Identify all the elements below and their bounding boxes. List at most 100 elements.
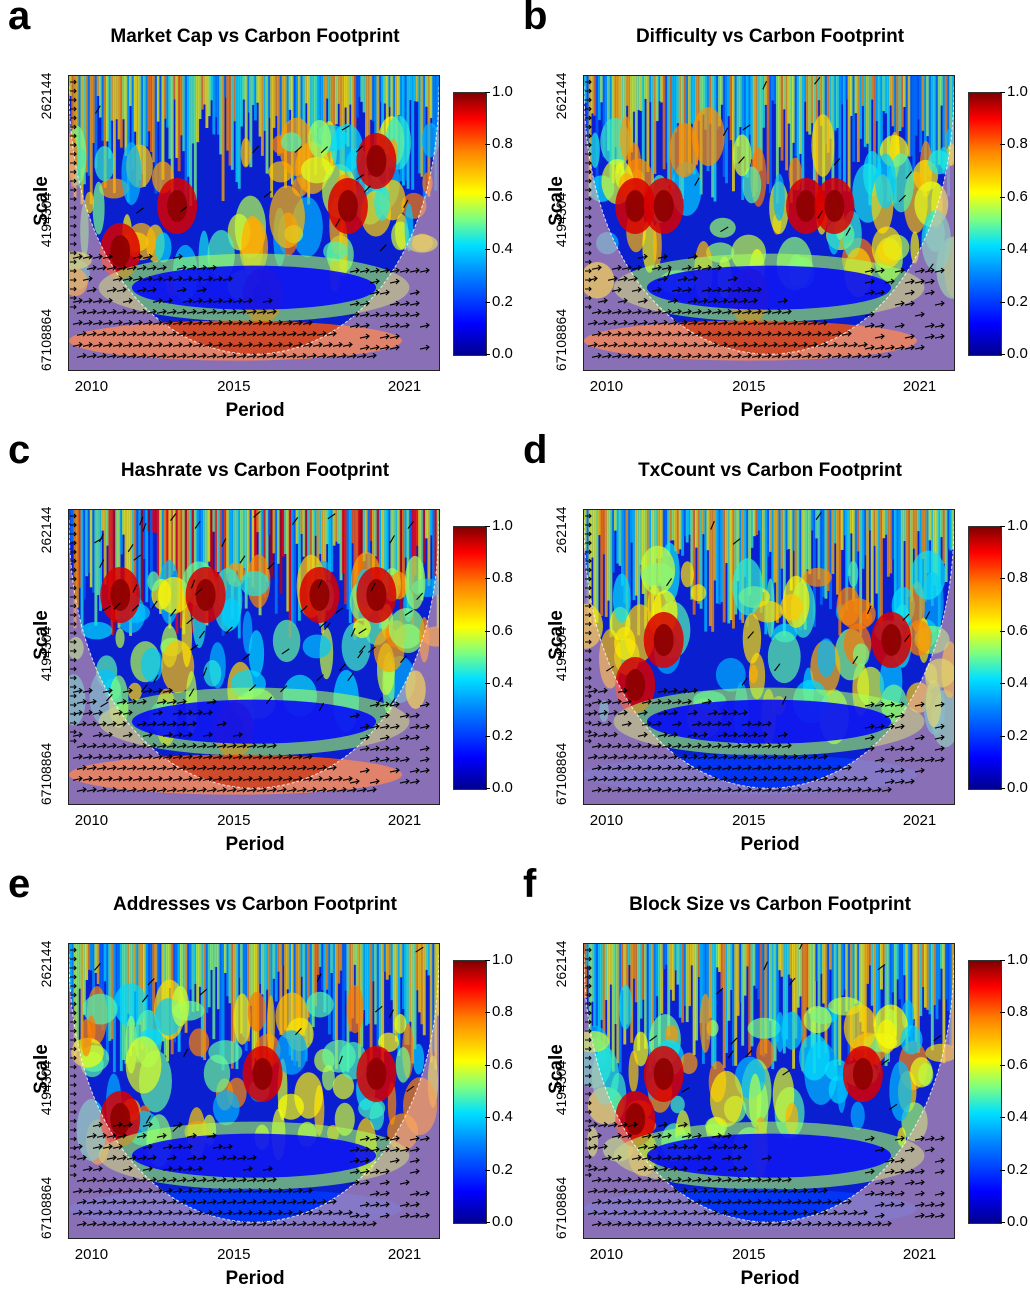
x-axis-label: Period: [740, 834, 800, 855]
colorbar-tick-mark: [485, 683, 490, 685]
colorbar-tick-label: 0.8: [492, 569, 513, 587]
wavelet-coherence-plot: [583, 509, 955, 805]
colorbar-tick-mark: [485, 1064, 490, 1066]
colorbar: [453, 960, 487, 1224]
colorbar-tick-label: 0.2: [1007, 292, 1028, 310]
y-tick-label: 262144: [38, 940, 54, 988]
colorbar-tick-label: 1.0: [492, 517, 513, 534]
x-tick-label: 2015: [217, 1246, 251, 1263]
y-tick-label: 262144: [553, 72, 569, 120]
colorbar-tick-mark: [485, 1222, 490, 1223]
colorbar-tick-label: 0.6: [492, 621, 513, 639]
colorbar-tick-mark: [1000, 144, 1005, 146]
panel-letter: b: [523, 0, 548, 38]
x-tick-label: 2021: [387, 812, 422, 829]
y-tick-label: 4194304: [38, 626, 54, 682]
colorbar-tick-label: 0.0: [492, 345, 513, 362]
colorbar-tick-label: 1.0: [1007, 83, 1028, 100]
colorbar-tick-label: 0.4: [492, 1108, 513, 1126]
colorbar-tick-mark: [485, 1117, 490, 1119]
chart-panel-a: a Market Cap vs Carbon Footprint Scale 2621…: [0, 0, 515, 431]
x-tick-label: 2010: [589, 812, 624, 829]
y-tick-label: 262144: [38, 72, 54, 120]
x-tick-label: 2015: [732, 378, 766, 395]
y-tick-label: 4194304: [38, 1060, 54, 1116]
colorbar-tick-label: 0.8: [1007, 569, 1028, 587]
wavelet-coherence-plot: [68, 75, 440, 371]
y-tick-label: 4194304: [553, 626, 569, 682]
panel-letter: a: [8, 0, 31, 38]
x-tick-label: 2021: [902, 1246, 937, 1263]
x-tick-label: 2010: [74, 378, 109, 395]
x-tick-label: 2015: [732, 812, 766, 829]
colorbar-tick-mark: [1000, 526, 1005, 527]
chart-panel-c: c Hashrate vs Carbon Footprint Scale 262144…: [0, 428, 515, 865]
x-tick-label: 2021: [902, 812, 937, 829]
colorbar-tick-mark: [1000, 683, 1005, 685]
colorbar: [968, 960, 1002, 1224]
colorbar-tick-mark: [485, 196, 490, 198]
colorbar-tick-label: 0.2: [1007, 1160, 1028, 1178]
chart-title: Hashrate vs Carbon Footprint: [120, 460, 390, 481]
chart-panel-e: e Addresses vs Carbon Footprint Scale 26214…: [0, 862, 515, 1299]
colorbar-tick-mark: [1000, 1012, 1005, 1014]
colorbar-tick-mark: [1000, 788, 1005, 789]
colorbar-tick-label: 1.0: [492, 83, 513, 100]
colorbar-tick-label: 0.2: [492, 292, 513, 310]
colorbar-tick-label: 0.0: [492, 779, 513, 796]
x-axis-label: Period: [740, 1268, 800, 1289]
colorbar-tick-mark: [485, 249, 490, 251]
colorbar-tick-label: 0.6: [492, 187, 513, 205]
y-tick-label: 67108864: [38, 742, 54, 806]
colorbar-tick-mark: [485, 144, 490, 146]
colorbar-tick-mark: [1000, 354, 1005, 355]
colorbar-tick-mark: [1000, 92, 1005, 93]
x-tick-label: 2015: [732, 1246, 766, 1263]
colorbar-tick-label: 0.4: [1007, 674, 1028, 692]
colorbar-tick-mark: [485, 630, 490, 632]
colorbar-tick-label: 0.8: [1007, 1003, 1028, 1021]
y-tick-label: 67108864: [38, 1176, 54, 1240]
panel-letter: e: [8, 862, 31, 906]
x-tick-label: 2010: [589, 378, 624, 395]
colorbar-tick-label: 0.6: [1007, 1055, 1028, 1073]
x-tick-label: 2021: [387, 378, 422, 395]
x-tick-label: 2015: [217, 812, 251, 829]
colorbar-tick-label: 0.0: [1007, 779, 1028, 796]
colorbar-tick-mark: [1000, 301, 1005, 303]
y-tick-label: 67108864: [553, 308, 569, 372]
chart-panel-f: f Block Size vs Carbon Footprint Scale 2621…: [515, 862, 1030, 1299]
colorbar-tick-mark: [1000, 1169, 1005, 1171]
colorbar: [968, 92, 1002, 356]
colorbar-tick-mark: [485, 960, 490, 961]
y-tick-label: 4194304: [38, 192, 54, 248]
colorbar: [453, 526, 487, 790]
colorbar-tick-mark: [1000, 1222, 1005, 1223]
chart-title: Market Cap vs Carbon Footprint: [110, 26, 400, 47]
colorbar-tick-mark: [485, 354, 490, 355]
y-tick-label: 4194304: [553, 192, 569, 248]
y-tick-label: 262144: [553, 940, 569, 988]
colorbar-tick-label: 1.0: [492, 951, 513, 968]
y-tick-label: 67108864: [553, 1176, 569, 1240]
colorbar-tick-label: 0.8: [492, 1003, 513, 1021]
x-tick-label: 2021: [387, 1246, 422, 1263]
colorbar-tick-mark: [485, 735, 490, 737]
x-tick-label: 2010: [589, 1246, 624, 1263]
chart-panel-b: b Difficulty vs Carbon Footprint Scale 2621…: [515, 0, 1030, 431]
panel-letter: f: [523, 862, 537, 906]
y-tick-label: 262144: [553, 506, 569, 554]
chart-panel-d: d TxCount vs Carbon Footprint Scale 262144 4…: [515, 428, 1030, 865]
colorbar-tick-label: 0.6: [1007, 187, 1028, 205]
chart-title: Difficulty vs Carbon Footprint: [635, 26, 905, 47]
wavelet-coherence-plot: [583, 943, 955, 1239]
colorbar-tick-mark: [485, 301, 490, 303]
colorbar-tick-mark: [485, 788, 490, 789]
colorbar-tick-mark: [485, 1012, 490, 1014]
colorbar: [968, 526, 1002, 790]
colorbar-tick-label: 0.8: [492, 135, 513, 153]
colorbar-tick-mark: [1000, 1117, 1005, 1119]
colorbar-tick-mark: [485, 1169, 490, 1171]
chart-title: Addresses vs Carbon Footprint: [113, 894, 397, 915]
colorbar-tick-label: 0.4: [492, 674, 513, 692]
